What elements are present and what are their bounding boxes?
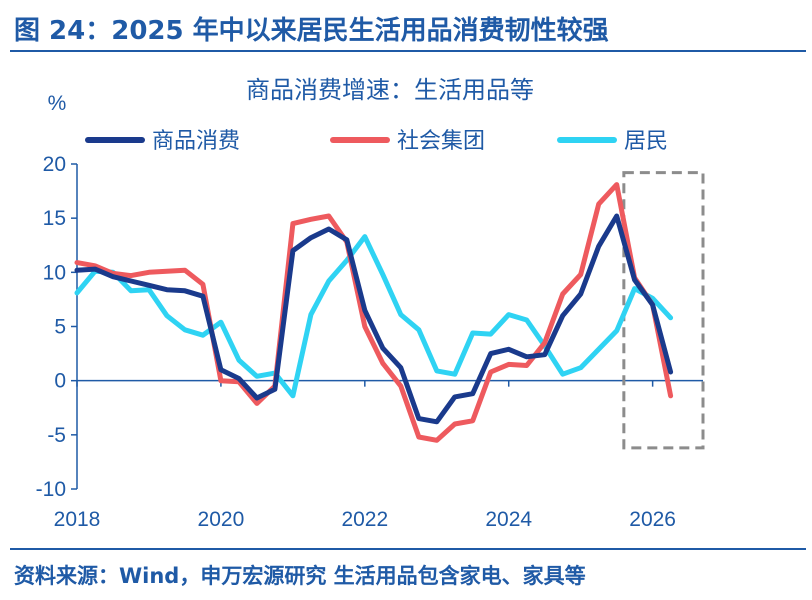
series-layer xyxy=(74,182,674,443)
x-tick-label: 2020 xyxy=(198,508,245,531)
x-tick-label: 2024 xyxy=(485,508,532,531)
y-tick-label: 20 xyxy=(43,153,66,176)
x-tick-label: 2026 xyxy=(629,508,676,531)
x-tick-label: 2018 xyxy=(54,508,101,531)
figure-title: 图 24：2025 年中以来居民生活用品消费韧性较强 xyxy=(14,16,609,46)
legend-label: 居民 xyxy=(624,128,668,153)
legend-label: 社会集团 xyxy=(397,128,485,153)
y-tick-label: -5 xyxy=(47,424,66,447)
y-axis-unit-label: % xyxy=(48,92,67,115)
y-tick-label: 5 xyxy=(54,316,66,339)
y-tick-label: 10 xyxy=(43,261,66,284)
chart-title: 商品消费增速：生活用品等 xyxy=(246,77,534,104)
series-line-居民 xyxy=(74,234,674,399)
legend: 商品消费 社会集团 居民 xyxy=(85,128,668,153)
y-tick-label: 15 xyxy=(43,207,66,230)
highlight-box-rect xyxy=(622,171,705,450)
y-tick-label: 0 xyxy=(54,370,66,393)
source-divider xyxy=(10,548,806,550)
series-line-社会集团 xyxy=(74,182,674,443)
title-divider xyxy=(10,50,806,52)
highlight-box xyxy=(622,171,705,450)
x-tick-label: 2022 xyxy=(341,508,388,531)
axes: 20 15 10 5 0 -5 -10 2018 2020 2022 2024 2026 xyxy=(36,153,703,531)
legend-label: 商品消费 xyxy=(152,128,240,153)
series-line-商品消费 xyxy=(74,213,674,425)
source-note: 资料来源：Wind，申万宏源研究 生活用品包含家电、家具等 xyxy=(14,564,586,588)
line-chart: 商品消费增速：生活用品等 % 商品消费 社会集团 居民 20151050-5-102… xyxy=(36,77,705,531)
y-tick-label: -10 xyxy=(36,478,66,501)
